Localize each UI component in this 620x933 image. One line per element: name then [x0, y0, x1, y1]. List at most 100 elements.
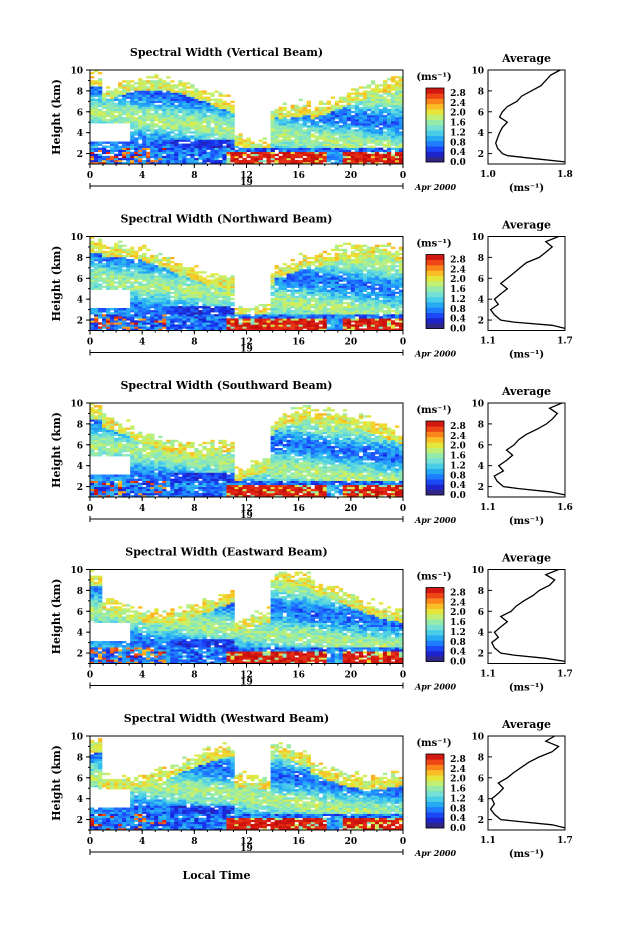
heatmap-cell — [283, 271, 287, 273]
heatmap-cell — [319, 271, 323, 273]
heatmap-cell — [102, 253, 106, 255]
heatmap-cell — [303, 139, 307, 141]
heatmap-cell — [170, 292, 174, 294]
heatmap-cell — [226, 95, 230, 97]
heatmap-cell — [287, 129, 291, 131]
heatmap-cell — [379, 117, 383, 119]
heatmap-cell — [355, 152, 359, 154]
heatmap-cell — [186, 95, 190, 97]
heatmap-cell — [263, 150, 267, 152]
heatmap-cell — [134, 107, 138, 109]
heatmap-cell — [102, 121, 106, 123]
heatmap-cell — [218, 316, 222, 318]
heatmap-cell — [387, 302, 391, 304]
heatmap-cell — [335, 133, 339, 135]
heatmap-cell — [194, 121, 198, 123]
heatmap-cell — [186, 292, 190, 294]
heatmap-cell — [194, 123, 198, 125]
heatmap-cell — [226, 142, 230, 144]
heatmap-cell — [190, 296, 194, 298]
heatmap-cell — [174, 296, 178, 298]
heatmap-cell — [166, 158, 170, 160]
heatmap-cell — [367, 148, 371, 150]
heatmap-cell — [94, 82, 98, 84]
heatmap-cell — [287, 123, 291, 125]
heatmap-cell — [174, 320, 178, 322]
heatmap-cell — [339, 296, 343, 298]
heatmap-cell — [94, 477, 98, 479]
heatmap-cell — [114, 312, 118, 314]
heatmap-cell — [375, 117, 379, 119]
heatmap-cell — [387, 296, 391, 298]
heatmap-cell — [371, 150, 375, 152]
heatmap-cell — [198, 142, 202, 144]
heatmap-cell — [383, 156, 387, 158]
heatmap-cell — [335, 152, 339, 154]
heatmap-cell — [279, 288, 283, 290]
heatmap-cell — [178, 148, 182, 150]
heatmap-cell — [202, 142, 206, 144]
heatmap-cell — [307, 290, 311, 292]
heatmap-cell — [186, 148, 190, 150]
heatmap-cell — [391, 300, 395, 302]
panel-2: Spectral Width (Northward Beam)246810Hei… — [50, 213, 573, 361]
heatmap-cell — [331, 121, 335, 123]
heatmap-cell — [291, 135, 295, 137]
heatmap-cell — [134, 286, 138, 288]
heatmap-cell — [347, 302, 351, 304]
heatmap-cell — [218, 121, 222, 123]
heatmap-cell — [363, 92, 367, 94]
heatmap-cell — [383, 119, 387, 121]
heatmap-cell — [138, 160, 142, 162]
heatmap-cell — [134, 117, 138, 119]
heatmap-cell — [198, 133, 202, 135]
heatmap-cell — [383, 296, 387, 298]
heatmap-cell — [335, 101, 339, 103]
heatmap-cell — [178, 88, 182, 90]
heatmap-cell — [271, 117, 275, 119]
heatmap-cell — [90, 411, 94, 413]
heatmap-cell — [110, 113, 114, 115]
heatmap-cell — [359, 318, 363, 320]
heatmap-cell — [210, 302, 214, 304]
heatmap-cell — [343, 144, 347, 146]
heatmap-cell — [331, 97, 335, 99]
heatmap-cell — [98, 101, 102, 103]
heatmap-cell — [90, 487, 94, 489]
heatmap-cell — [363, 275, 367, 277]
heatmap-cell — [335, 111, 339, 113]
heatmap-cell — [371, 135, 375, 137]
heatmap-cell — [367, 90, 371, 92]
heatmap-cell — [331, 275, 335, 277]
heatmap-cell — [395, 158, 399, 160]
heatmap-cell — [263, 314, 267, 316]
heatmap-cell — [279, 107, 283, 109]
heatmap-cell — [166, 296, 170, 298]
heatmap-cell — [146, 304, 150, 306]
heatmap-cell — [110, 277, 114, 279]
heatmap-cell — [395, 288, 399, 290]
heatmap-cell — [210, 324, 214, 326]
heatmap-cell — [299, 308, 303, 310]
heatmap-cell — [315, 300, 319, 302]
heatmap-cell — [383, 324, 387, 326]
heatmap-cell — [347, 318, 351, 320]
heatmap-cell — [291, 298, 295, 300]
heatmap-cell — [323, 300, 327, 302]
heatmap-cell — [142, 109, 146, 111]
heatmap-cell — [206, 99, 210, 101]
heatmap-cell — [327, 150, 331, 152]
heatmap-cell — [122, 314, 126, 316]
heatmap-cell — [339, 150, 343, 152]
heatmap-cell — [315, 123, 319, 125]
heatmap-cell — [387, 133, 391, 135]
heatmap-cell — [359, 139, 363, 141]
heatmap-cell — [375, 109, 379, 111]
heatmap-cell — [142, 265, 146, 267]
heatmap-cell — [134, 255, 138, 257]
heatmap-cell — [154, 286, 158, 288]
heatmap-cell — [363, 324, 367, 326]
heatmap-cell — [202, 277, 206, 279]
heatmap-cell — [275, 144, 279, 146]
heatmap-cell — [190, 279, 194, 281]
